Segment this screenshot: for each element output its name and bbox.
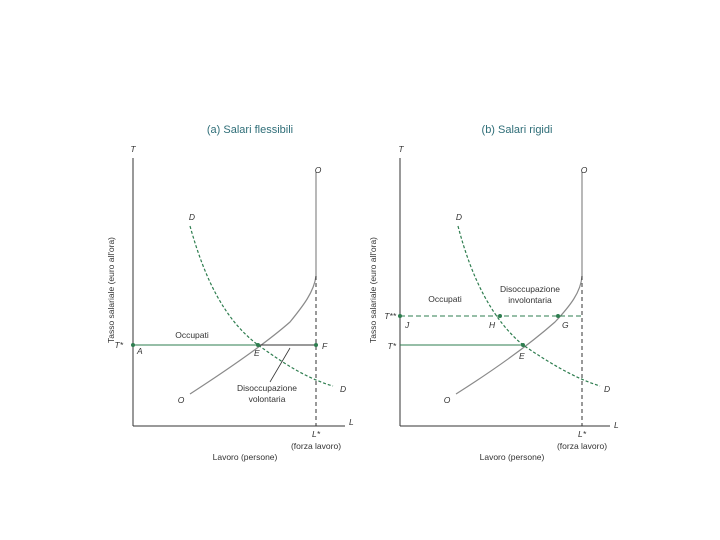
panel-b-point-j	[398, 314, 402, 318]
panel-a-wage-label: T*	[115, 340, 124, 350]
panel-b-point-h-label: H	[489, 320, 496, 330]
panel-b-labor-force-label: L*	[578, 429, 587, 439]
panel-b-unemployment-label-1: Disoccupazione	[500, 284, 560, 294]
panel-a-x-label: Lavoro (persone)	[213, 452, 278, 462]
panel-a-labor-force-note: (forza lavoro)	[291, 441, 341, 451]
panel-b-point-e-label: E	[519, 351, 525, 361]
panel-a-labor-force-label: L*	[312, 429, 321, 439]
panel-b-employed-label: Occupati	[428, 294, 462, 304]
panel-a-supply-top-label: O	[315, 165, 322, 175]
panel-a-point-a-label: A	[136, 346, 143, 356]
panel-a-demand-curve	[189, 225, 334, 387]
panel-b-rigid-wage-label: T**	[384, 311, 397, 321]
panel-b-demand-bottom-label: D	[604, 384, 610, 394]
panel-b: (b) Salari rigidi T L Tasso salariale (e…	[368, 124, 619, 462]
panel-a-y-label: Tasso salariale (euro all'ora)	[106, 237, 116, 343]
panel-b-x-symbol: L	[614, 420, 619, 430]
panel-a-unemployment-label-2: volontaria	[249, 394, 286, 404]
panel-b-wage-label: T*	[388, 341, 397, 351]
panel-a-unemployment-label-1: Disoccupazione	[237, 383, 297, 393]
panel-a-demand-bottom-label: D	[340, 384, 346, 394]
panel-b-supply-top-label: O	[581, 165, 588, 175]
panel-a-title: (a) Salari flessibili	[207, 124, 293, 136]
panel-b-labor-force-note: (forza lavoro)	[557, 441, 607, 451]
panel-a-employed-label: Occupati	[175, 330, 209, 340]
panel-b-demand-curve	[457, 225, 601, 387]
panel-b-point-g-label: G	[562, 320, 569, 330]
panel-b-y-label: Tasso salariale (euro all'ora)	[368, 237, 378, 343]
panel-b-supply-bottom-label: O	[444, 395, 451, 405]
panel-a-point-f	[314, 343, 318, 347]
panel-a-point-f-label: F	[322, 341, 328, 351]
panel-b-supply-curve	[455, 172, 583, 395]
panel-a-y-symbol: T	[130, 144, 136, 154]
panel-b-demand-top-label: D	[456, 212, 462, 222]
panel-a-demand-top-label: D	[189, 212, 195, 222]
panel-b-x-label: Lavoro (persone)	[480, 452, 545, 462]
panel-b-point-h	[498, 314, 502, 318]
panel-b-title: (b) Salari rigidi	[482, 124, 553, 136]
panel-b-point-g	[556, 314, 560, 318]
panel-a-annotation-pointer	[269, 347, 291, 383]
panel-a-point-e-label: E	[254, 348, 260, 358]
panel-b-point-e	[521, 343, 525, 347]
panel-a-point-a	[131, 343, 135, 347]
panel-a: (a) Salari flessibili T L Tasso salarial…	[106, 124, 354, 462]
panel-a-point-e	[256, 343, 260, 347]
panel-b-point-j-label: J	[404, 320, 410, 330]
panel-a-supply-curve	[189, 172, 317, 395]
panel-b-y-symbol: T	[398, 144, 404, 154]
panel-b-unemployment-label-2: involontaria	[508, 295, 552, 305]
panel-a-supply-bottom-label: O	[178, 395, 185, 405]
panel-a-x-symbol: L	[349, 417, 354, 427]
